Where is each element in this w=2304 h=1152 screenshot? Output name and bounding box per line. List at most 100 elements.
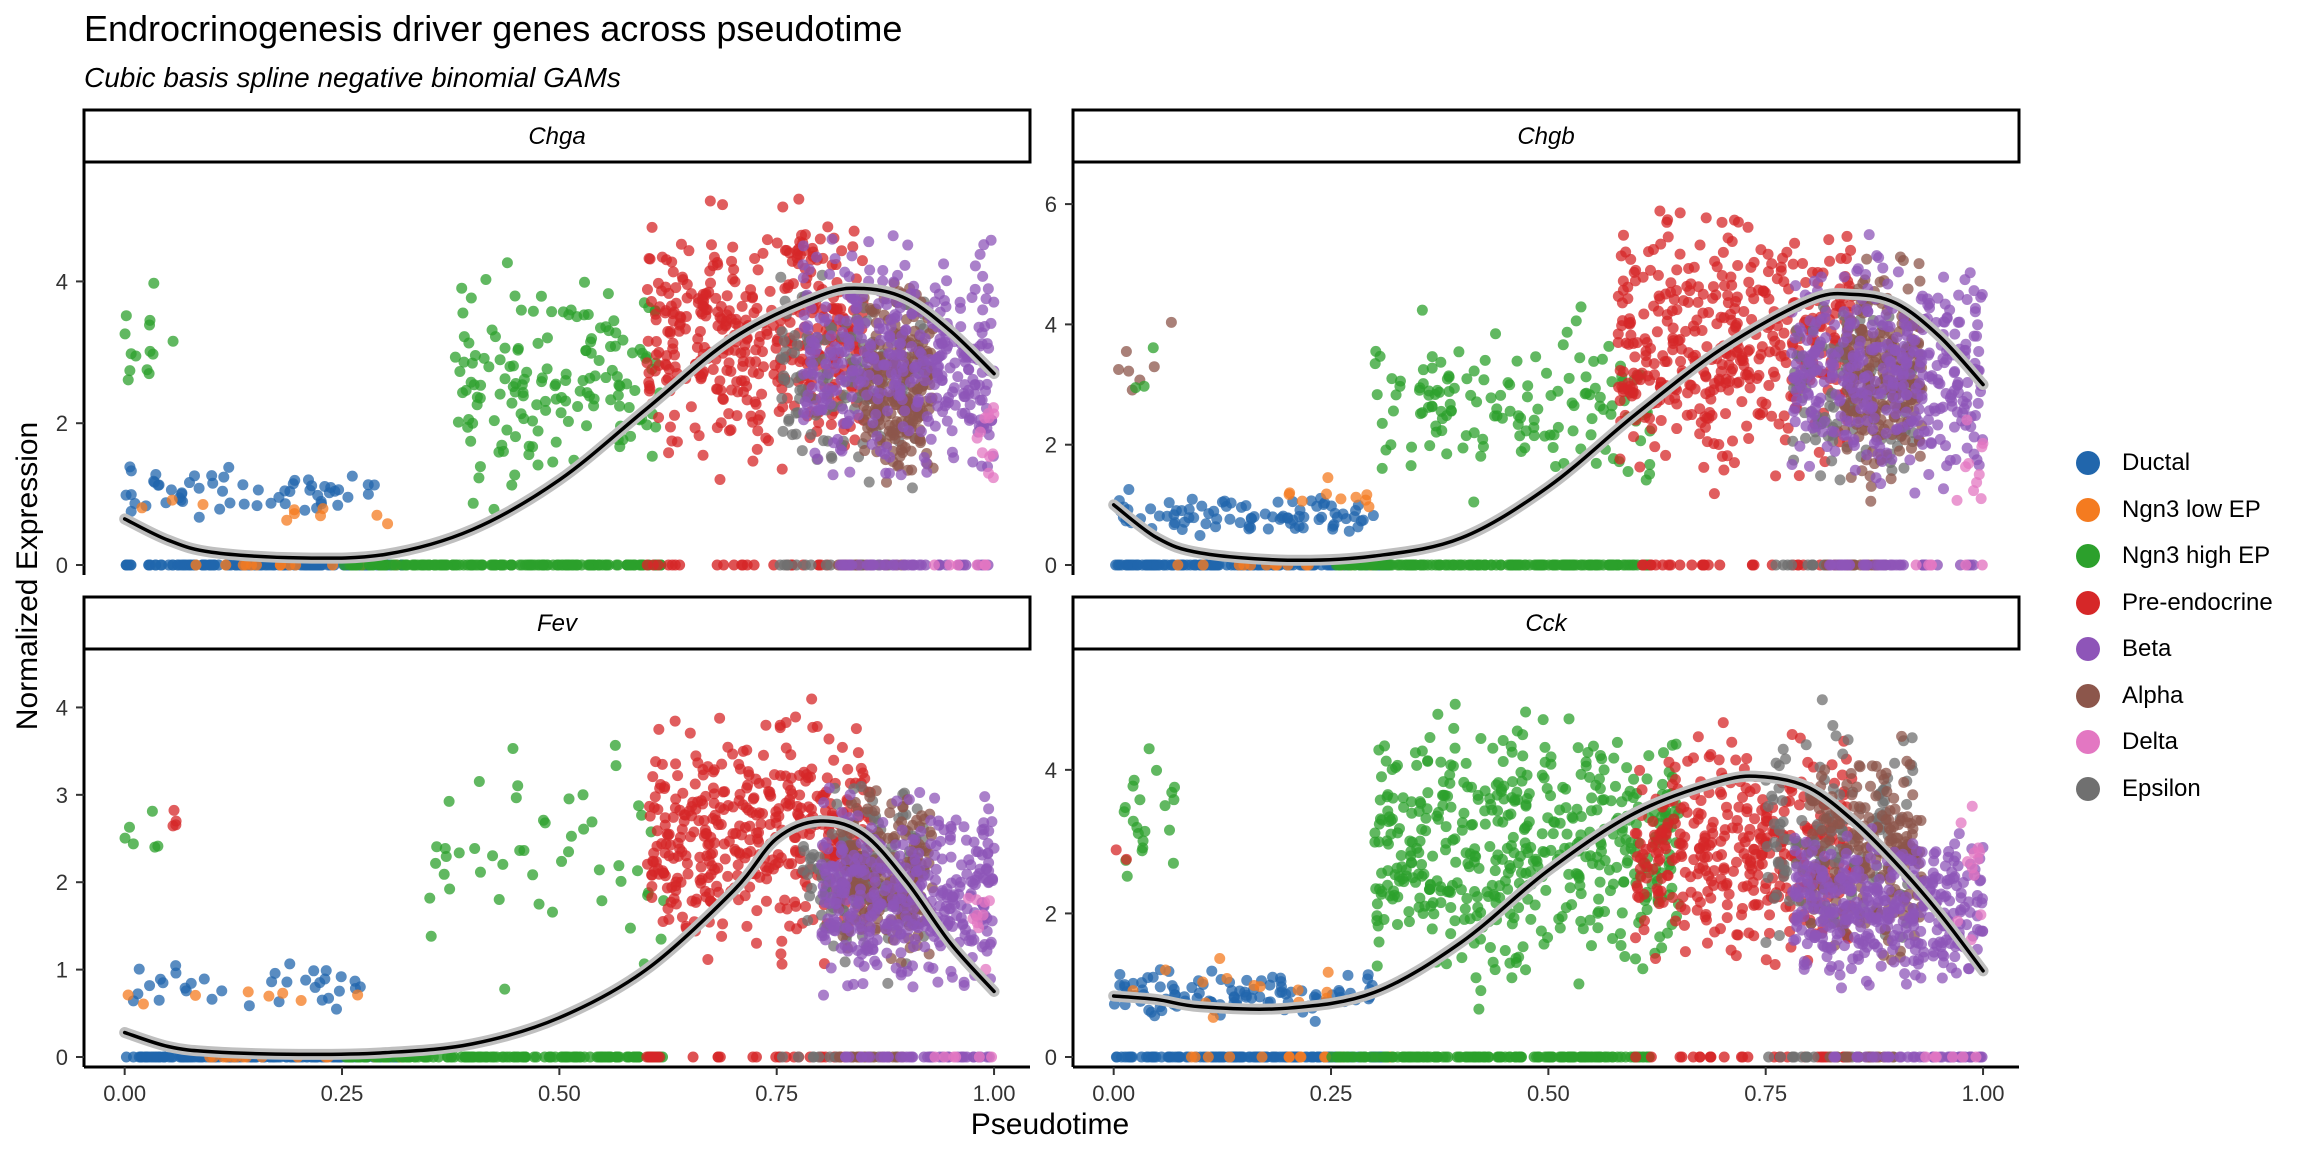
data-point [714,802,726,814]
data-point [1224,513,1236,525]
data-point [762,435,774,447]
data-point [794,384,806,396]
data-point [789,330,801,342]
data-point [531,399,543,411]
data-point [1867,327,1879,339]
data-point [687,1051,699,1063]
data-point [929,1051,941,1063]
data-point [880,476,892,488]
data-point [1932,292,1944,304]
data-point [224,497,236,509]
data-point [1804,315,1816,327]
data-point [689,422,701,434]
data-point [722,870,734,882]
data-point [1909,334,1921,346]
data-point [1357,514,1369,526]
data-point [697,449,709,461]
data-point [641,284,653,296]
data-point [803,829,815,841]
data-point [168,804,180,816]
data-point [921,466,933,478]
data-point [702,953,714,965]
data-point [646,880,658,892]
data-point [729,344,741,356]
data-point [136,502,148,514]
data-point [786,429,798,441]
data-point [512,780,524,792]
data-point [1435,356,1447,368]
data-point [1646,423,1658,435]
data-point [703,838,715,850]
data-point [1631,369,1643,381]
data-point [189,989,201,1001]
data-point [1665,277,1677,289]
data-point [682,868,694,880]
data-point [846,559,858,571]
data-point [541,332,553,344]
data-point [669,349,681,361]
data-point [821,772,833,784]
data-point [899,259,911,271]
data-point [467,559,479,571]
data-point [609,739,621,751]
data-point [1909,487,1921,499]
data-point [586,816,598,828]
data-point [983,408,995,420]
data-point [124,365,136,377]
data-point [237,559,249,571]
data-point [1923,469,1935,481]
data-point [983,467,995,479]
data-point [1477,433,1489,445]
data-point [125,465,137,477]
data-point [658,783,670,795]
data-point [525,559,537,571]
data-point [967,456,979,468]
data-point [674,559,686,571]
data-point [725,313,737,325]
data-point [1305,495,1317,507]
data-point [127,1051,139,1063]
data-point [478,352,490,364]
data-point [825,559,837,571]
data-point [1767,330,1779,342]
data-point [1675,355,1687,367]
data-point [279,498,291,510]
data-point [1153,510,1165,522]
data-point [1728,457,1740,469]
data-point [1615,250,1627,262]
x-tick-label: 0.75 [755,1081,798,1106]
data-point [1521,391,1533,403]
data-point [300,974,312,986]
data-point [717,918,729,930]
data-point [664,421,676,433]
data-point [771,237,783,249]
data-point [1165,316,1177,328]
data-point [741,920,753,932]
data-point [1612,337,1624,349]
data-point [799,396,811,408]
data-point [760,719,772,731]
data-point [1179,516,1191,528]
data-point [747,291,759,303]
data-point [1522,380,1534,392]
data-point [1800,277,1812,289]
data-point [1511,355,1523,367]
data-point [1557,339,1569,351]
data-point [1972,319,1984,331]
data-point [1932,419,1944,431]
data-point [288,508,300,520]
data-point [1838,271,1850,283]
data-point [1680,325,1692,337]
data-point [824,398,836,410]
data-point [695,861,707,873]
data-point [1683,262,1695,274]
data-point [1282,512,1294,524]
y-tick-label: 2 [56,870,68,895]
data-point [1570,315,1582,327]
data-point [1862,306,1874,318]
data-point [1901,389,1913,401]
data-point [971,432,983,444]
data-point [811,323,823,335]
data-point [595,322,607,334]
data-point [1810,395,1822,407]
